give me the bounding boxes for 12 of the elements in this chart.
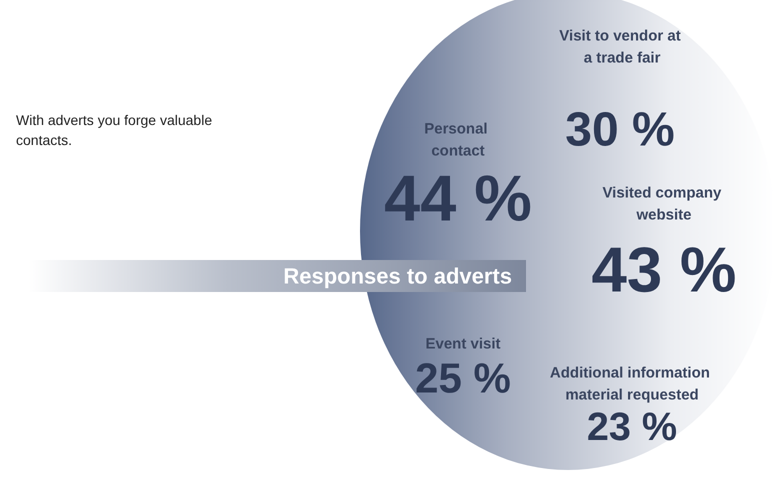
data-label: 43 % [592, 234, 736, 306]
category-label: Personal contact [424, 120, 492, 160]
data-label: 25 % [415, 354, 511, 402]
data-label: 44 % [384, 162, 532, 234]
data-label: 30 % [565, 104, 675, 156]
category-label: Event visit [425, 336, 501, 352]
category-label: Visited company website [602, 184, 726, 224]
text: With adverts you forge valuable contacts. [16, 112, 216, 148]
data-label: 23 % [586, 405, 678, 449]
text: Responses to adverts [283, 264, 512, 288]
category-label: Visit to vendor at a trade fair [559, 28, 681, 66]
category-label: Additional information material requested [550, 364, 714, 404]
